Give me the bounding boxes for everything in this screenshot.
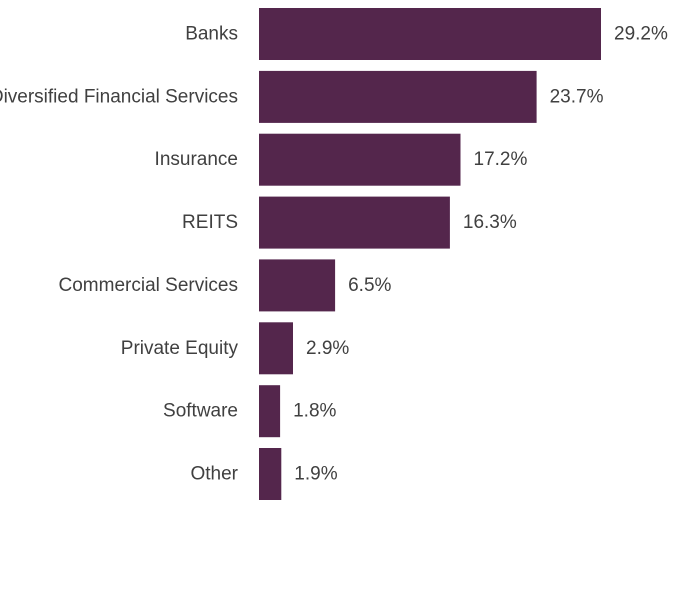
value-labels-layer: 29.2% 23.7% 17.2% 16.3% 6.5% 2.9% 1.8% 1.9% <box>293 24 668 485</box>
value-label-private-equity: 2.9% <box>306 338 349 359</box>
value-label-insurance: 17.2% <box>474 149 528 170</box>
bar-reits <box>259 196 450 249</box>
value-label-software: 1.8% <box>293 401 336 422</box>
value-label-diversified-financial-services: 23.7% <box>550 86 604 107</box>
category-label-reits: REITS <box>182 212 238 233</box>
bar-other <box>259 448 282 500</box>
bar-insurance <box>259 133 461 186</box>
category-label-insurance: Insurance <box>155 149 238 170</box>
category-label-software: Software <box>163 401 238 422</box>
bar-diversified-financial-services <box>259 70 537 123</box>
value-label-reits: 16.3% <box>463 212 517 233</box>
value-label-commercial-services: 6.5% <box>348 275 391 296</box>
category-labels-layer: Banks Diversified Financial Services Insur… <box>0 24 239 485</box>
bar-commercial-services <box>259 259 336 312</box>
bar-banks <box>259 8 601 60</box>
category-label-diversified-financial-services: Diversified Financial Services <box>0 86 238 107</box>
value-label-other: 1.9% <box>294 464 337 485</box>
value-label-banks: 29.2% <box>614 24 668 45</box>
bars-layer <box>259 8 601 500</box>
category-label-private-equity: Private Equity <box>121 338 239 359</box>
category-label-commercial-services: Commercial Services <box>59 275 238 296</box>
category-label-banks: Banks <box>185 24 238 45</box>
bar-software <box>259 385 281 438</box>
category-label-other: Other <box>190 464 238 485</box>
bar-private-equity <box>259 322 293 375</box>
